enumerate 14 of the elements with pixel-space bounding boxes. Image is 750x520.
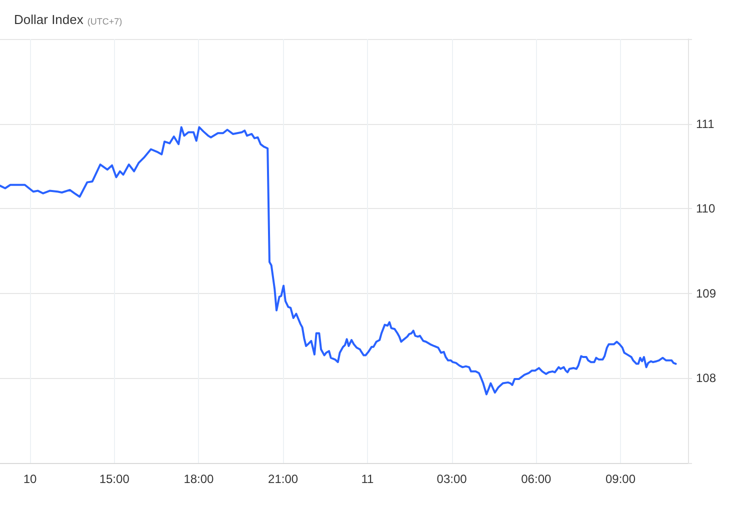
y-tick-label: 110	[696, 202, 716, 216]
x-tick-label: 03:00	[436, 472, 468, 486]
x-tick-label: 09:00	[605, 472, 636, 486]
chart-title: Dollar Index	[14, 12, 84, 27]
y-tick-label: 108	[696, 371, 716, 386]
x-tick-label: 21:00	[268, 472, 298, 486]
x-tick-label: 06:00	[521, 472, 552, 486]
y-tick-label: 111	[696, 116, 715, 131]
x-tick-label: 10	[23, 472, 37, 486]
x-tick-label: 15:00	[99, 472, 130, 486]
x-tick-label: 18:00	[184, 472, 214, 486]
chart-subtitle: (UTC+7)	[87, 16, 122, 26]
x-tick-label: 11	[361, 472, 374, 486]
y-tick-label: 109	[696, 286, 716, 300]
